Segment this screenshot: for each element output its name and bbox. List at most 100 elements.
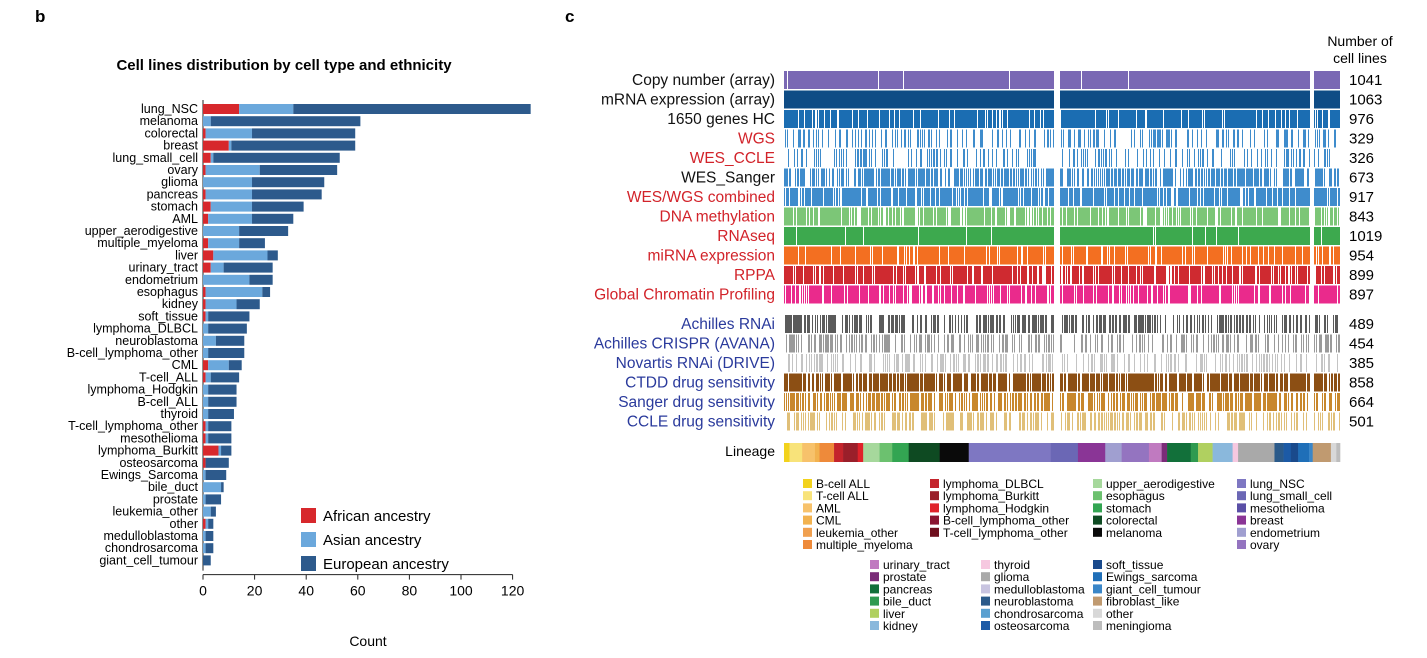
row-cell-global-chromatin-profiling <box>801 285 802 304</box>
row-cell-wes-ccle <box>1303 149 1305 167</box>
row-cell-wes-sanger <box>1337 168 1339 187</box>
row-cell-rppa <box>1290 266 1291 284</box>
row-cell-novartis-rnai-drive <box>809 354 810 372</box>
row-cell-ccle-drug-sensitivity <box>817 412 818 431</box>
row-cell-mirna-expression <box>1243 246 1246 265</box>
row-cell-wes-sanger <box>810 168 811 187</box>
category-label-b-cell-all: B-cell_ALL <box>138 395 198 409</box>
row-cell-achilles-crispr-avana <box>1053 334 1054 353</box>
row-cell-wgs <box>1166 129 1170 148</box>
row-cell-wes-sanger <box>1254 168 1259 187</box>
row-cell-achilles-rnai <box>1202 315 1204 333</box>
row-cell-wes-wgs-combined <box>1174 188 1176 206</box>
row-cell-dna-methylation <box>1232 207 1235 226</box>
bar-osteosarcoma-african-ancestry <box>203 457 206 468</box>
row-cell-achilles-rnai <box>1013 315 1014 333</box>
row-cell-wes-sanger <box>812 168 815 187</box>
row-cell-wes-sanger <box>1234 168 1236 187</box>
row-cell-ccle-drug-sensitivity <box>1033 412 1034 431</box>
row-cell-rppa <box>1013 266 1017 284</box>
bar-lymphoma-dlbcl-european-ancestry <box>208 323 247 334</box>
row-cell-1650-genes-hc <box>1041 110 1043 128</box>
row-cell-achilles-crispr-avana <box>1237 334 1239 353</box>
row-cell-wes-wgs-combined <box>1003 188 1018 206</box>
row-cell-achilles-crispr-avana <box>1191 334 1192 353</box>
row-cell-wes-wgs-combined <box>968 188 983 206</box>
row-cell-sanger-drug-sensitivity <box>1245 393 1252 411</box>
row-cell-wes-ccle <box>1200 149 1201 167</box>
lineage-legend-upper-aerodigestive: upper_aerodigestive <box>1106 477 1215 491</box>
row-cell-achilles-rnai <box>1152 315 1153 333</box>
row-cell-novartis-rnai-drive <box>992 354 993 372</box>
row-cell-achilles-rnai <box>826 315 827 333</box>
row-cell-dna-methylation <box>1043 207 1047 226</box>
row-cell-ccle-drug-sensitivity <box>1145 412 1148 431</box>
row-cell-global-chromatin-profiling <box>860 285 868 304</box>
row-cell-novartis-rnai-drive <box>855 354 856 372</box>
row-cell-wes-sanger <box>1025 168 1027 187</box>
row-cell-wgs <box>980 129 983 148</box>
row-cell-1650-genes-hc <box>799 110 804 128</box>
row-cell-wes-ccle <box>1221 149 1222 167</box>
row-cell-wes-ccle <box>946 149 947 167</box>
lineage-bar <box>784 443 1341 462</box>
row-cell-rppa <box>1099 266 1112 284</box>
row-cell-wgs <box>1233 129 1235 148</box>
row-cell-achilles-crispr-avana <box>837 334 838 353</box>
row-cell-achilles-rnai <box>944 315 945 333</box>
row-cell-achilles-rnai <box>888 315 890 333</box>
row-cell-novartis-rnai-drive <box>887 354 888 372</box>
row-cell-ccle-drug-sensitivity <box>967 412 972 431</box>
row-cell-1650-genes-hc <box>895 110 899 128</box>
row-cell-wes-wgs-combined <box>1032 188 1038 206</box>
row-cell-wes-sanger <box>1031 168 1032 187</box>
row-cell-wes-sanger <box>1188 168 1193 187</box>
row-cell-novartis-rnai-drive <box>958 354 959 372</box>
row-cell-wes-wgs-combined <box>1143 188 1157 206</box>
lineage-swatch-pancreas <box>870 584 879 594</box>
category-label-endometrium: endometrium <box>125 273 198 287</box>
row-cell-wes-wgs-combined <box>878 188 880 206</box>
bar-mesothelioma-european-ancestry <box>208 433 232 444</box>
row-cell-achilles-crispr-avana <box>1123 334 1124 353</box>
row-cell-achilles-crispr-avana <box>825 334 829 353</box>
bar-upper-aerodigestive-asian-ancestry <box>203 226 240 236</box>
row-cell-mirna-expression <box>998 246 999 265</box>
row-cell-mirna-expression <box>1162 246 1182 265</box>
lineage-label: Lineage <box>725 443 775 459</box>
row-cell-wes-sanger <box>1204 168 1205 187</box>
row-cell-1650-genes-hc <box>1290 110 1297 128</box>
row-cell-achilles-crispr-avana <box>859 334 860 353</box>
category-label-osteosarcoma: osteosarcoma <box>119 456 198 470</box>
row-gap-copy-number-array <box>1310 71 1311 89</box>
bar-prostate-european-ancestry <box>205 494 222 505</box>
row-gap-mrna-expression-array <box>1056 90 1057 109</box>
row-cell-wgs <box>950 129 952 148</box>
row-cell-wes-wgs-combined <box>931 188 935 206</box>
row-cell-rppa <box>1298 266 1307 284</box>
row-cell-wes-sanger <box>841 168 844 187</box>
lineage-legend-bile-duct: bile_duct <box>883 595 932 609</box>
row-cell-wes-sanger <box>1035 168 1037 187</box>
lineage-legend-t-cell-all: T-cell ALL <box>816 489 869 503</box>
row-cell-wes-sanger <box>1216 168 1220 187</box>
bar-thyroid-asian-ancestry <box>203 409 209 419</box>
row-cell-wes-ccle <box>950 149 952 167</box>
row-cell-wes-ccle <box>1101 149 1102 167</box>
row-cell-1650-genes-hc <box>890 110 894 128</box>
row-cell-rppa <box>821 266 823 284</box>
row-cell-achilles-rnai <box>912 315 914 333</box>
row-cell-wes-ccle <box>806 149 807 167</box>
row-cell-achilles-crispr-avana <box>972 334 973 353</box>
category-label-lung-small-cell: lung_small_cell <box>113 151 198 165</box>
row-cell-wes-wgs-combined <box>1201 188 1203 206</box>
row-cell-dna-methylation <box>1103 207 1105 226</box>
row-cell-sanger-drug-sensitivity <box>788 393 789 411</box>
row-cell-sanger-drug-sensitivity <box>1171 393 1174 411</box>
row-cell-sanger-drug-sensitivity <box>863 393 864 411</box>
row-cell-rppa <box>1066 266 1067 284</box>
row-cell-achilles-crispr-avana <box>1074 334 1075 353</box>
row-cell-sanger-drug-sensitivity <box>961 393 963 411</box>
row-cell-wes-wgs-combined <box>1220 188 1221 206</box>
